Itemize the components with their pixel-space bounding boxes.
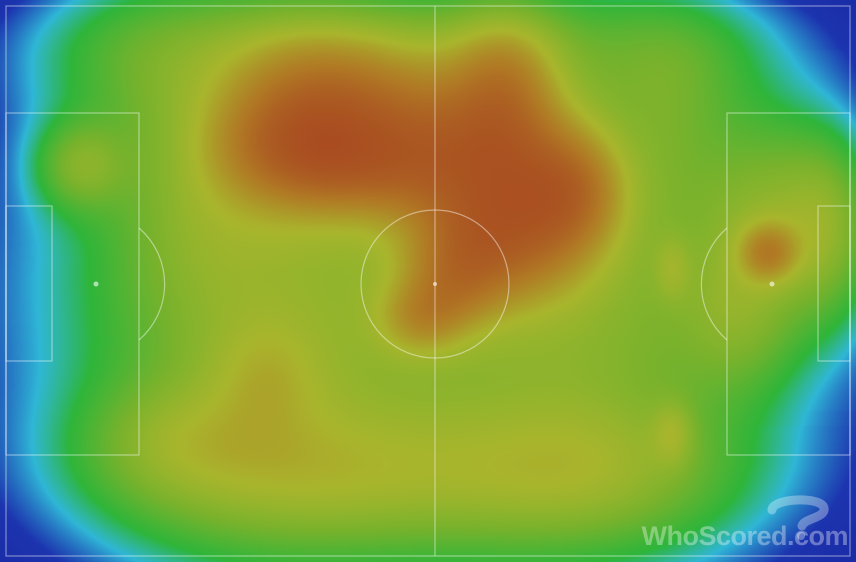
- right-penalty-spot: [769, 281, 775, 287]
- centre-spot: [433, 282, 437, 286]
- left-penalty-spot: [93, 281, 99, 287]
- pitch-boundary: [5, 5, 851, 557]
- watermark-text: WhoScored.com: [641, 521, 848, 551]
- right-six-yard-box: [817, 205, 851, 362]
- question-mark-logo-icon: [767, 495, 829, 540]
- right-penalty-arc: [700, 227, 728, 341]
- right-penalty-area: [726, 112, 851, 456]
- left-penalty-area: [5, 112, 140, 456]
- centre-circle: [360, 209, 510, 359]
- left-six-yard-box: [5, 205, 53, 362]
- left-penalty-arc: [138, 227, 166, 341]
